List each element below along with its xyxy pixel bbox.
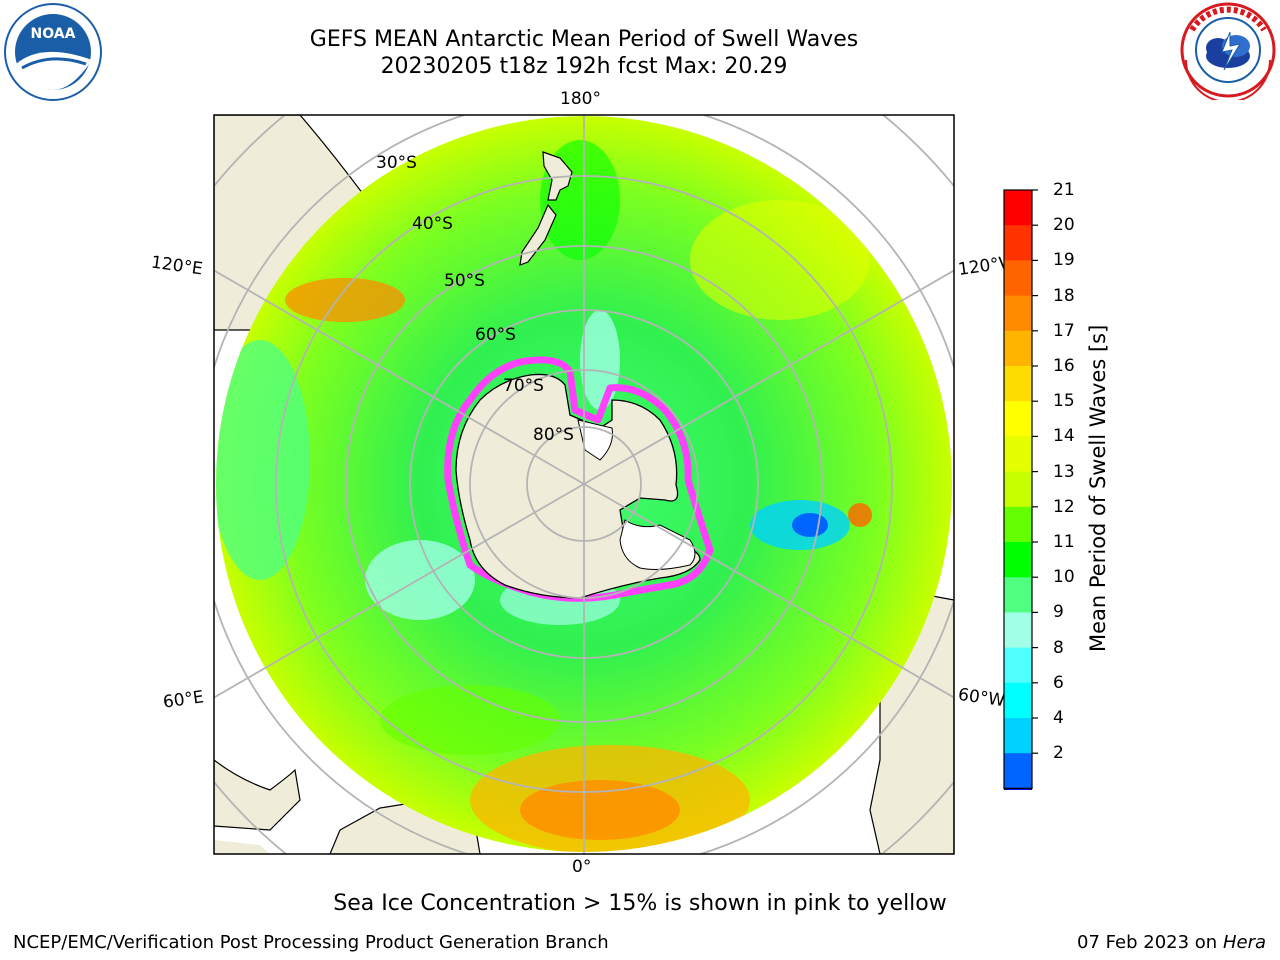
colorbar-tick-label: 15	[1053, 391, 1075, 412]
colorbar-segment	[1004, 260, 1032, 297]
colorbar-segment	[1004, 295, 1032, 332]
colorbar-tick-label: 18	[1053, 285, 1075, 306]
graticule	[214, 115, 954, 854]
colorbar-tick-label: 17	[1053, 320, 1075, 341]
colorbar-segment	[1004, 436, 1032, 473]
colorbar-tick-label: 12	[1053, 496, 1075, 517]
colorbar-tick-label: 8	[1053, 637, 1064, 658]
lat-label-80s: 80°S	[533, 425, 574, 445]
colorbar-tick-label: 20	[1053, 215, 1075, 236]
colorbar-segment	[1004, 718, 1032, 754]
nws-logo	[1180, 2, 1276, 100]
sea-ice-edge	[444, 356, 714, 602]
colorbar-tick-label: 19	[1053, 250, 1075, 271]
lat-label-30s: 30°S	[376, 153, 417, 173]
weddell-ice-shelf	[619, 519, 696, 570]
lat-label-50s: 50°S	[444, 271, 485, 291]
colorbar-segment	[1004, 682, 1032, 719]
colorbar-tick-label: 6	[1053, 672, 1064, 693]
colorbar-tick-label: 13	[1053, 461, 1075, 482]
colorbar-segment	[1004, 612, 1032, 649]
chart-subtitle: 20230205 t18z 192h fcst Max: 20.29	[380, 54, 788, 79]
colorbar-tick-label: 16	[1053, 356, 1075, 376]
colorbar-tick-label: 11	[1053, 532, 1075, 552]
footer-date: 07 Feb 2023 on	[1077, 932, 1218, 953]
sea-ice-note: Sea Ice Concentration > 15% is shown in …	[333, 891, 947, 916]
colorbar-segment	[1004, 647, 1032, 684]
colorbar-tick-label: 9	[1053, 602, 1064, 623]
colorbar-segment	[1004, 542, 1032, 578]
lon-label-0: 0°	[572, 857, 592, 877]
chart-title: GEFS MEAN Antarctic Mean Period of Swell…	[309, 27, 859, 52]
footer-host: Hera	[1222, 932, 1266, 953]
colorbar-segment	[1004, 225, 1032, 261]
lat-label-60s: 60°S	[475, 325, 516, 345]
colorbar-segment	[1004, 190, 1032, 226]
colorbar-tick-label: 21	[1053, 180, 1075, 200]
footer-right: 07 Feb 2023 on Hera	[1077, 932, 1266, 953]
colorbar-segment	[1004, 401, 1032, 437]
colorbar-tick-label: 2	[1053, 743, 1064, 764]
swell-patches	[216, 140, 872, 852]
noaa-logo-text: NOAA	[31, 26, 76, 42]
map-frame	[213, 114, 955, 855]
colorbar-segment	[1004, 330, 1032, 367]
footer-left: NCEP/EMC/Verification Post Processing Pr…	[13, 932, 609, 953]
lon-label-180: 180°	[560, 89, 601, 109]
colorbar-segment	[1004, 471, 1032, 508]
colorbar-tick-label: 14	[1053, 426, 1075, 447]
colorbar-segment	[1004, 506, 1032, 543]
new-zealand	[519, 151, 573, 266]
colorbar-segment	[1004, 577, 1032, 613]
colorbar	[1003, 189, 1038, 790]
lat-label-70s: 70°S	[503, 376, 544, 396]
colorbar-segment	[1004, 753, 1032, 789]
noaa-logo: NOAA	[4, 3, 102, 101]
colorbar-outline	[1003, 189, 1033, 790]
colorbar-tick-label: 10	[1053, 567, 1075, 588]
colorbar-segment	[1004, 366, 1032, 402]
colorbar-tick-label: 4	[1053, 708, 1064, 728]
lat-label-40s: 40°S	[412, 214, 453, 234]
colorbar-label: Mean Period of Swell Waves [s]	[1086, 324, 1110, 652]
